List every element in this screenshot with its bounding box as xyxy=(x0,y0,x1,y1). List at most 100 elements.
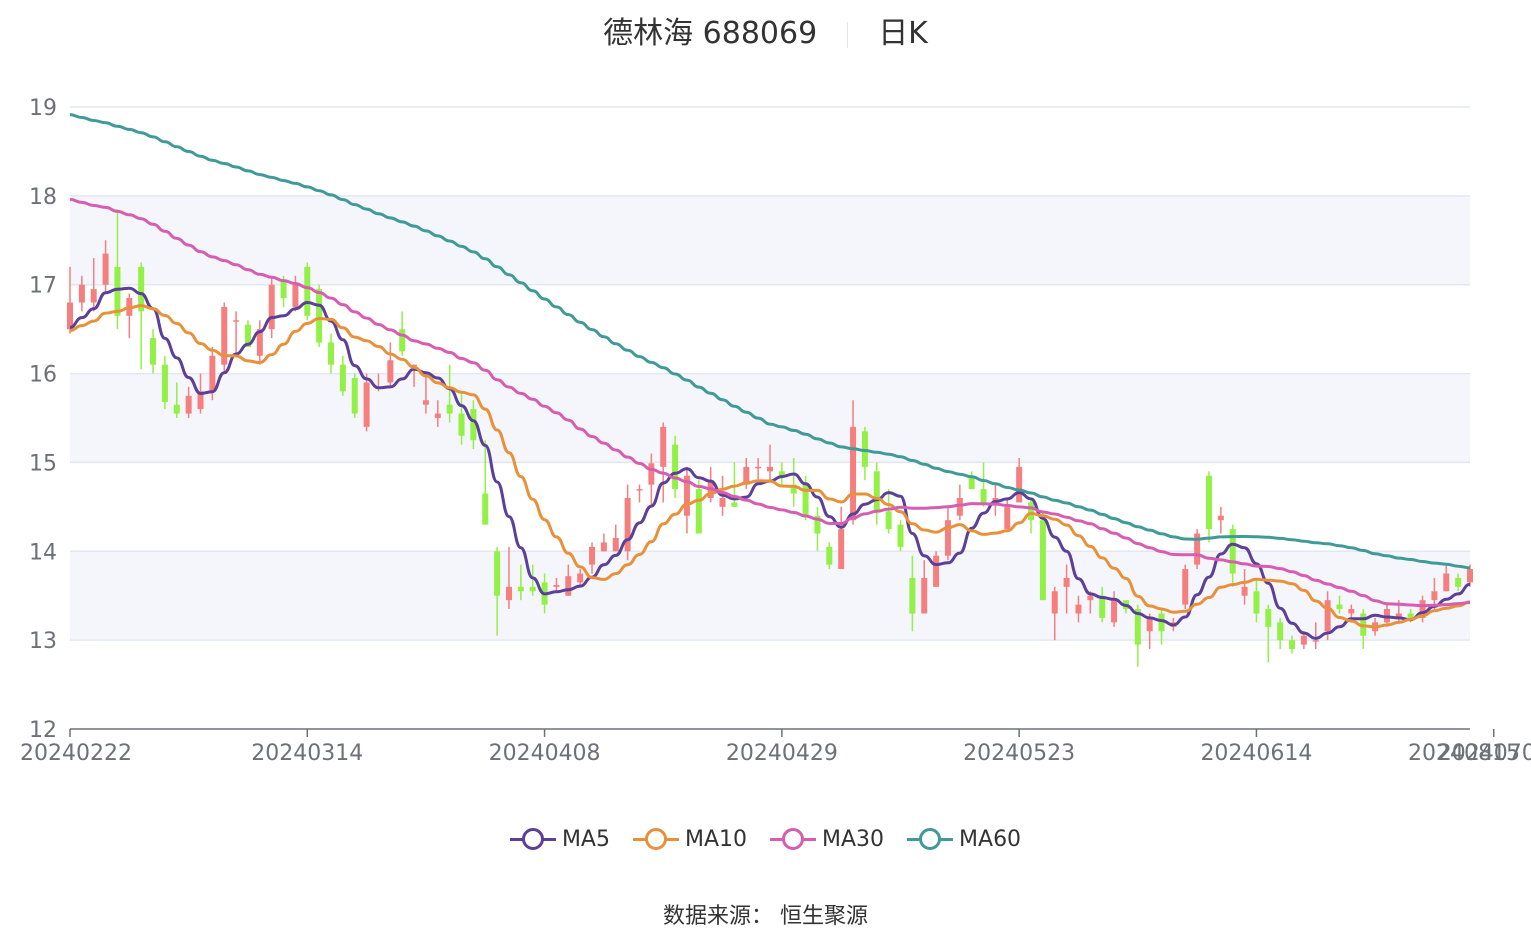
candle-20240226 xyxy=(90,258,97,312)
x-tick-20240429: 20240429 xyxy=(726,741,838,766)
candle-20240328 xyxy=(363,373,370,432)
candle-body xyxy=(517,586,524,592)
candle-body xyxy=(529,586,536,592)
candle-20240416 xyxy=(494,546,501,636)
candle-body xyxy=(78,284,85,303)
candle-20240507 xyxy=(636,484,643,503)
candle-body xyxy=(1467,569,1473,583)
candle-body xyxy=(505,586,512,601)
candle-body xyxy=(1336,604,1343,610)
legend-marker-ma5 xyxy=(509,826,556,852)
candle-body xyxy=(1277,622,1284,641)
candle-20240618 xyxy=(980,462,987,507)
candle-body xyxy=(1205,475,1212,530)
candle-body xyxy=(1158,613,1165,632)
x-tick-20240614: 20240614 xyxy=(1200,741,1312,766)
candle-body xyxy=(233,320,240,322)
x-tick-20240408: 20240408 xyxy=(489,741,601,766)
candle-20240510 xyxy=(672,435,679,498)
candle-20240524 xyxy=(790,457,797,507)
x-axis: 20240222 20240314 20240408 20240429 20240523… xyxy=(20,728,1531,766)
candle-body xyxy=(1407,613,1414,618)
stock-name: 德林海 688069 xyxy=(603,16,818,51)
candle-body xyxy=(672,444,679,490)
candle-body xyxy=(1063,577,1070,587)
y-tick-12: 12 xyxy=(29,718,57,743)
candle-20240627 xyxy=(1063,564,1070,614)
legend: MA5 MA10 MA30 MA60 xyxy=(0,826,1531,858)
candle-body xyxy=(1028,502,1035,521)
candle-body xyxy=(850,426,857,521)
y-tick-19: 19 xyxy=(29,96,57,121)
candle-20240408 xyxy=(422,373,429,414)
x-tick-20240222: 20240222 xyxy=(20,741,132,766)
legend-label-ma10: MA10 xyxy=(684,826,747,852)
candle-body xyxy=(933,555,940,587)
candle-20240611 xyxy=(921,560,928,614)
candle-body xyxy=(434,413,441,418)
candle-body xyxy=(648,463,655,485)
candle-20240223 xyxy=(78,275,85,312)
ma-line-ma30 xyxy=(69,197,1471,608)
candle-body xyxy=(1194,533,1201,565)
candle-body xyxy=(909,577,916,614)
candle-body xyxy=(1051,591,1058,614)
candle-20240731 xyxy=(1348,604,1355,618)
candle-body xyxy=(1039,520,1046,601)
candle-body xyxy=(422,400,429,405)
candle-body xyxy=(683,475,690,516)
candle-body xyxy=(470,409,477,441)
candle-20240515 xyxy=(707,466,714,503)
candle-body xyxy=(280,280,287,299)
x-tick-20240314: 20240314 xyxy=(251,741,363,766)
candle-20240718 xyxy=(1241,569,1248,605)
candle-20240314 xyxy=(244,320,251,347)
candle-20240812 xyxy=(1443,564,1450,592)
candle-20240730 xyxy=(1336,595,1343,614)
candle-body xyxy=(482,493,489,525)
candle-20240509 xyxy=(660,422,667,503)
candle-body xyxy=(1348,609,1355,614)
candle-20240712 xyxy=(1194,529,1201,570)
candle-body xyxy=(351,378,358,414)
candle-20240614 xyxy=(956,484,963,521)
candle-20240703 xyxy=(1111,591,1118,627)
candle-20240606 xyxy=(897,520,904,552)
candles xyxy=(67,209,1473,667)
candle-20240426 xyxy=(589,542,596,574)
candle-20240229 xyxy=(126,293,133,339)
candle-body xyxy=(814,515,821,534)
ma-line-ma10 xyxy=(69,304,1471,629)
legend-item-ma5[interactable]: MA5 xyxy=(509,826,610,852)
candle-body xyxy=(956,497,963,516)
legend-item-ma30[interactable]: MA30 xyxy=(770,826,884,852)
candle-body xyxy=(565,576,572,596)
candle-body xyxy=(316,289,323,343)
candle-body xyxy=(719,497,726,507)
legend-label-ma5: MA5 xyxy=(561,826,610,852)
candle-20240301 xyxy=(138,262,145,370)
candle-body xyxy=(150,338,157,365)
candle-body xyxy=(363,382,370,427)
candle-20240626 xyxy=(1051,586,1058,641)
title-divider xyxy=(847,21,849,48)
candle-body xyxy=(1146,617,1153,632)
y-axis: 12 13 14 15 16 17 18 19 xyxy=(29,96,57,743)
candle-20240613 xyxy=(944,506,951,561)
candle-body xyxy=(1443,573,1450,592)
candle-20240628 xyxy=(1075,595,1082,623)
candle-20240415 xyxy=(482,440,489,525)
candle-20240306 xyxy=(173,382,180,418)
ma-lines xyxy=(69,113,1471,640)
legend-item-ma60[interactable]: MA60 xyxy=(907,826,1021,852)
candle-20240411 xyxy=(458,391,465,445)
candle-20240604 xyxy=(873,462,880,525)
candle-body xyxy=(624,497,631,552)
y-tick-18: 18 xyxy=(29,185,57,210)
candle-20240423 xyxy=(553,577,560,592)
band-17 xyxy=(70,195,1470,285)
legend-item-ma10[interactable]: MA10 xyxy=(632,826,747,852)
candle-20240625 xyxy=(1039,511,1046,601)
candle-body xyxy=(1111,600,1118,623)
candle-body xyxy=(292,284,299,307)
